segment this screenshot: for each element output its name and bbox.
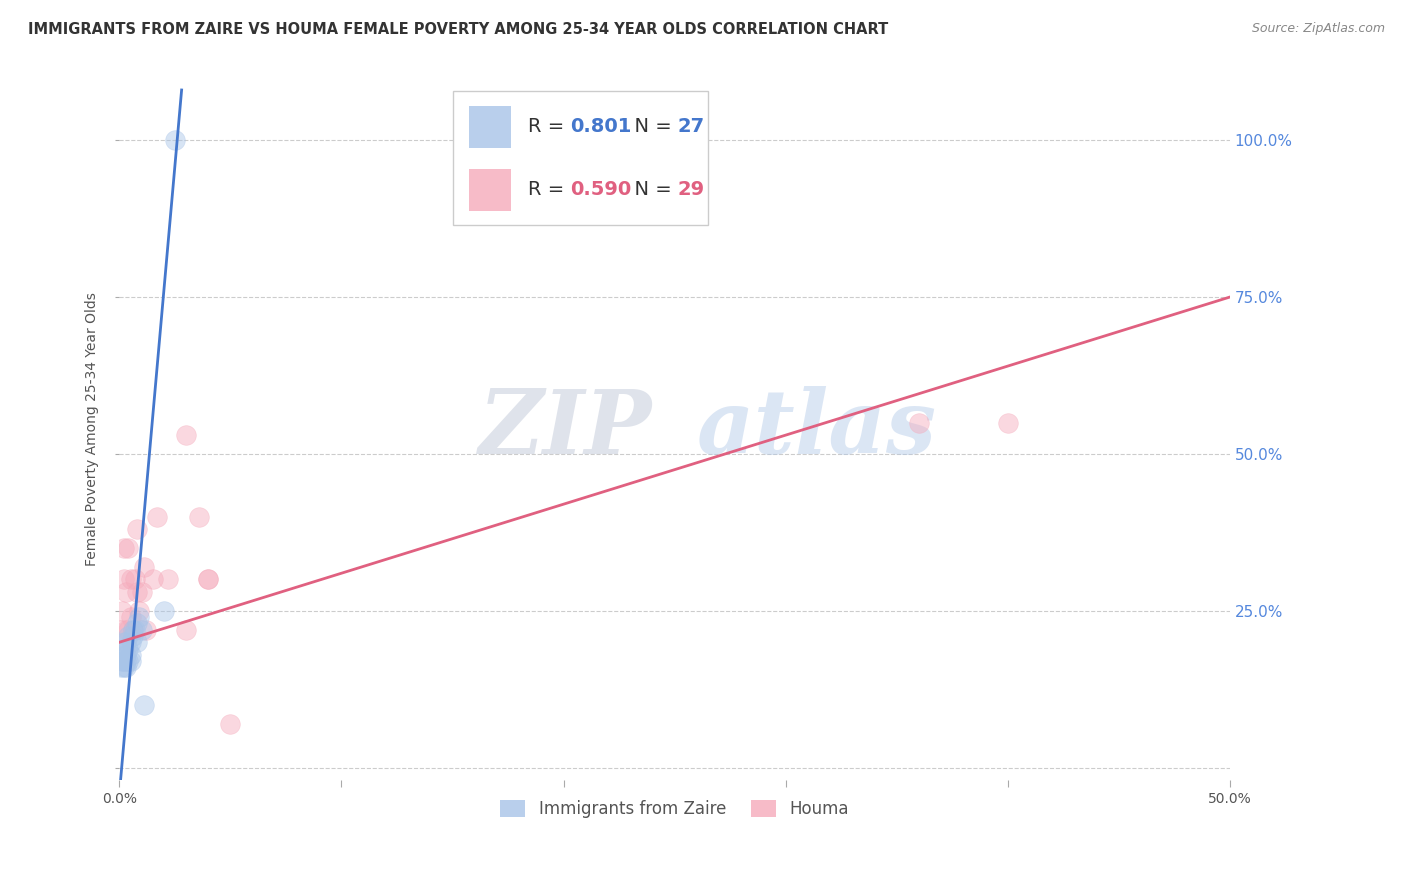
Text: IMMIGRANTS FROM ZAIRE VS HOUMA FEMALE POVERTY AMONG 25-34 YEAR OLDS CORRELATION : IMMIGRANTS FROM ZAIRE VS HOUMA FEMALE PO… (28, 22, 889, 37)
Text: N =: N = (623, 117, 679, 136)
Point (115, 585, 138, 599)
Text: 29: 29 (678, 180, 704, 200)
Point (146, 509, 169, 524)
Legend: Immigrants from Zaire, Houma: Immigrants from Zaire, Houma (494, 793, 855, 825)
Point (110, 623, 132, 637)
Point (120, 635, 142, 649)
Point (127, 522, 149, 536)
Text: R =: R = (529, 180, 571, 200)
Point (131, 623, 153, 637)
Point (115, 654, 138, 668)
Point (197, 573, 219, 587)
Point (120, 573, 142, 587)
Point (132, 698, 155, 712)
Point (997, 416, 1019, 430)
Point (127, 616, 149, 631)
Point (112, 660, 135, 674)
Point (112, 648, 135, 662)
Y-axis label: Female Poverty Among 25-34 Year Olds: Female Poverty Among 25-34 Year Olds (86, 292, 100, 566)
Point (174, 623, 197, 637)
Point (120, 648, 142, 662)
Point (117, 629, 139, 643)
Point (115, 660, 138, 674)
Point (131, 585, 153, 599)
Point (219, 716, 242, 731)
Point (127, 585, 149, 599)
Point (908, 416, 931, 430)
Point (163, 133, 186, 147)
FancyBboxPatch shape (453, 92, 707, 225)
Point (121, 623, 143, 637)
Point (174, 428, 197, 442)
Point (157, 573, 180, 587)
Point (112, 573, 135, 587)
Point (115, 648, 138, 662)
Point (120, 654, 142, 668)
Point (121, 623, 143, 637)
Point (117, 641, 139, 656)
Point (111, 654, 134, 668)
Text: 0.590: 0.590 (571, 180, 631, 200)
Point (121, 629, 143, 643)
Point (110, 660, 132, 674)
Point (117, 541, 139, 555)
Point (142, 573, 165, 587)
Point (111, 654, 134, 668)
Point (132, 560, 155, 574)
FancyBboxPatch shape (470, 169, 512, 211)
Point (128, 610, 150, 624)
Point (124, 573, 146, 587)
Point (188, 509, 211, 524)
Point (117, 654, 139, 668)
Point (197, 573, 219, 587)
Point (153, 604, 176, 618)
Text: ZIP: ZIP (479, 385, 652, 472)
Point (111, 641, 134, 656)
Text: R =: R = (529, 117, 571, 136)
Text: 27: 27 (678, 117, 704, 136)
Point (120, 610, 142, 624)
Point (127, 635, 149, 649)
Point (117, 623, 139, 637)
Text: N =: N = (623, 180, 679, 200)
Point (115, 635, 138, 649)
Point (135, 623, 157, 637)
FancyBboxPatch shape (470, 105, 512, 148)
Text: atlas: atlas (697, 385, 936, 472)
Point (115, 623, 138, 637)
Point (124, 623, 146, 637)
Point (112, 635, 135, 649)
Text: 0.801: 0.801 (571, 117, 631, 136)
Text: Source: ZipAtlas.com: Source: ZipAtlas.com (1251, 22, 1385, 36)
Point (112, 541, 135, 555)
Point (128, 604, 150, 618)
Point (111, 604, 134, 618)
